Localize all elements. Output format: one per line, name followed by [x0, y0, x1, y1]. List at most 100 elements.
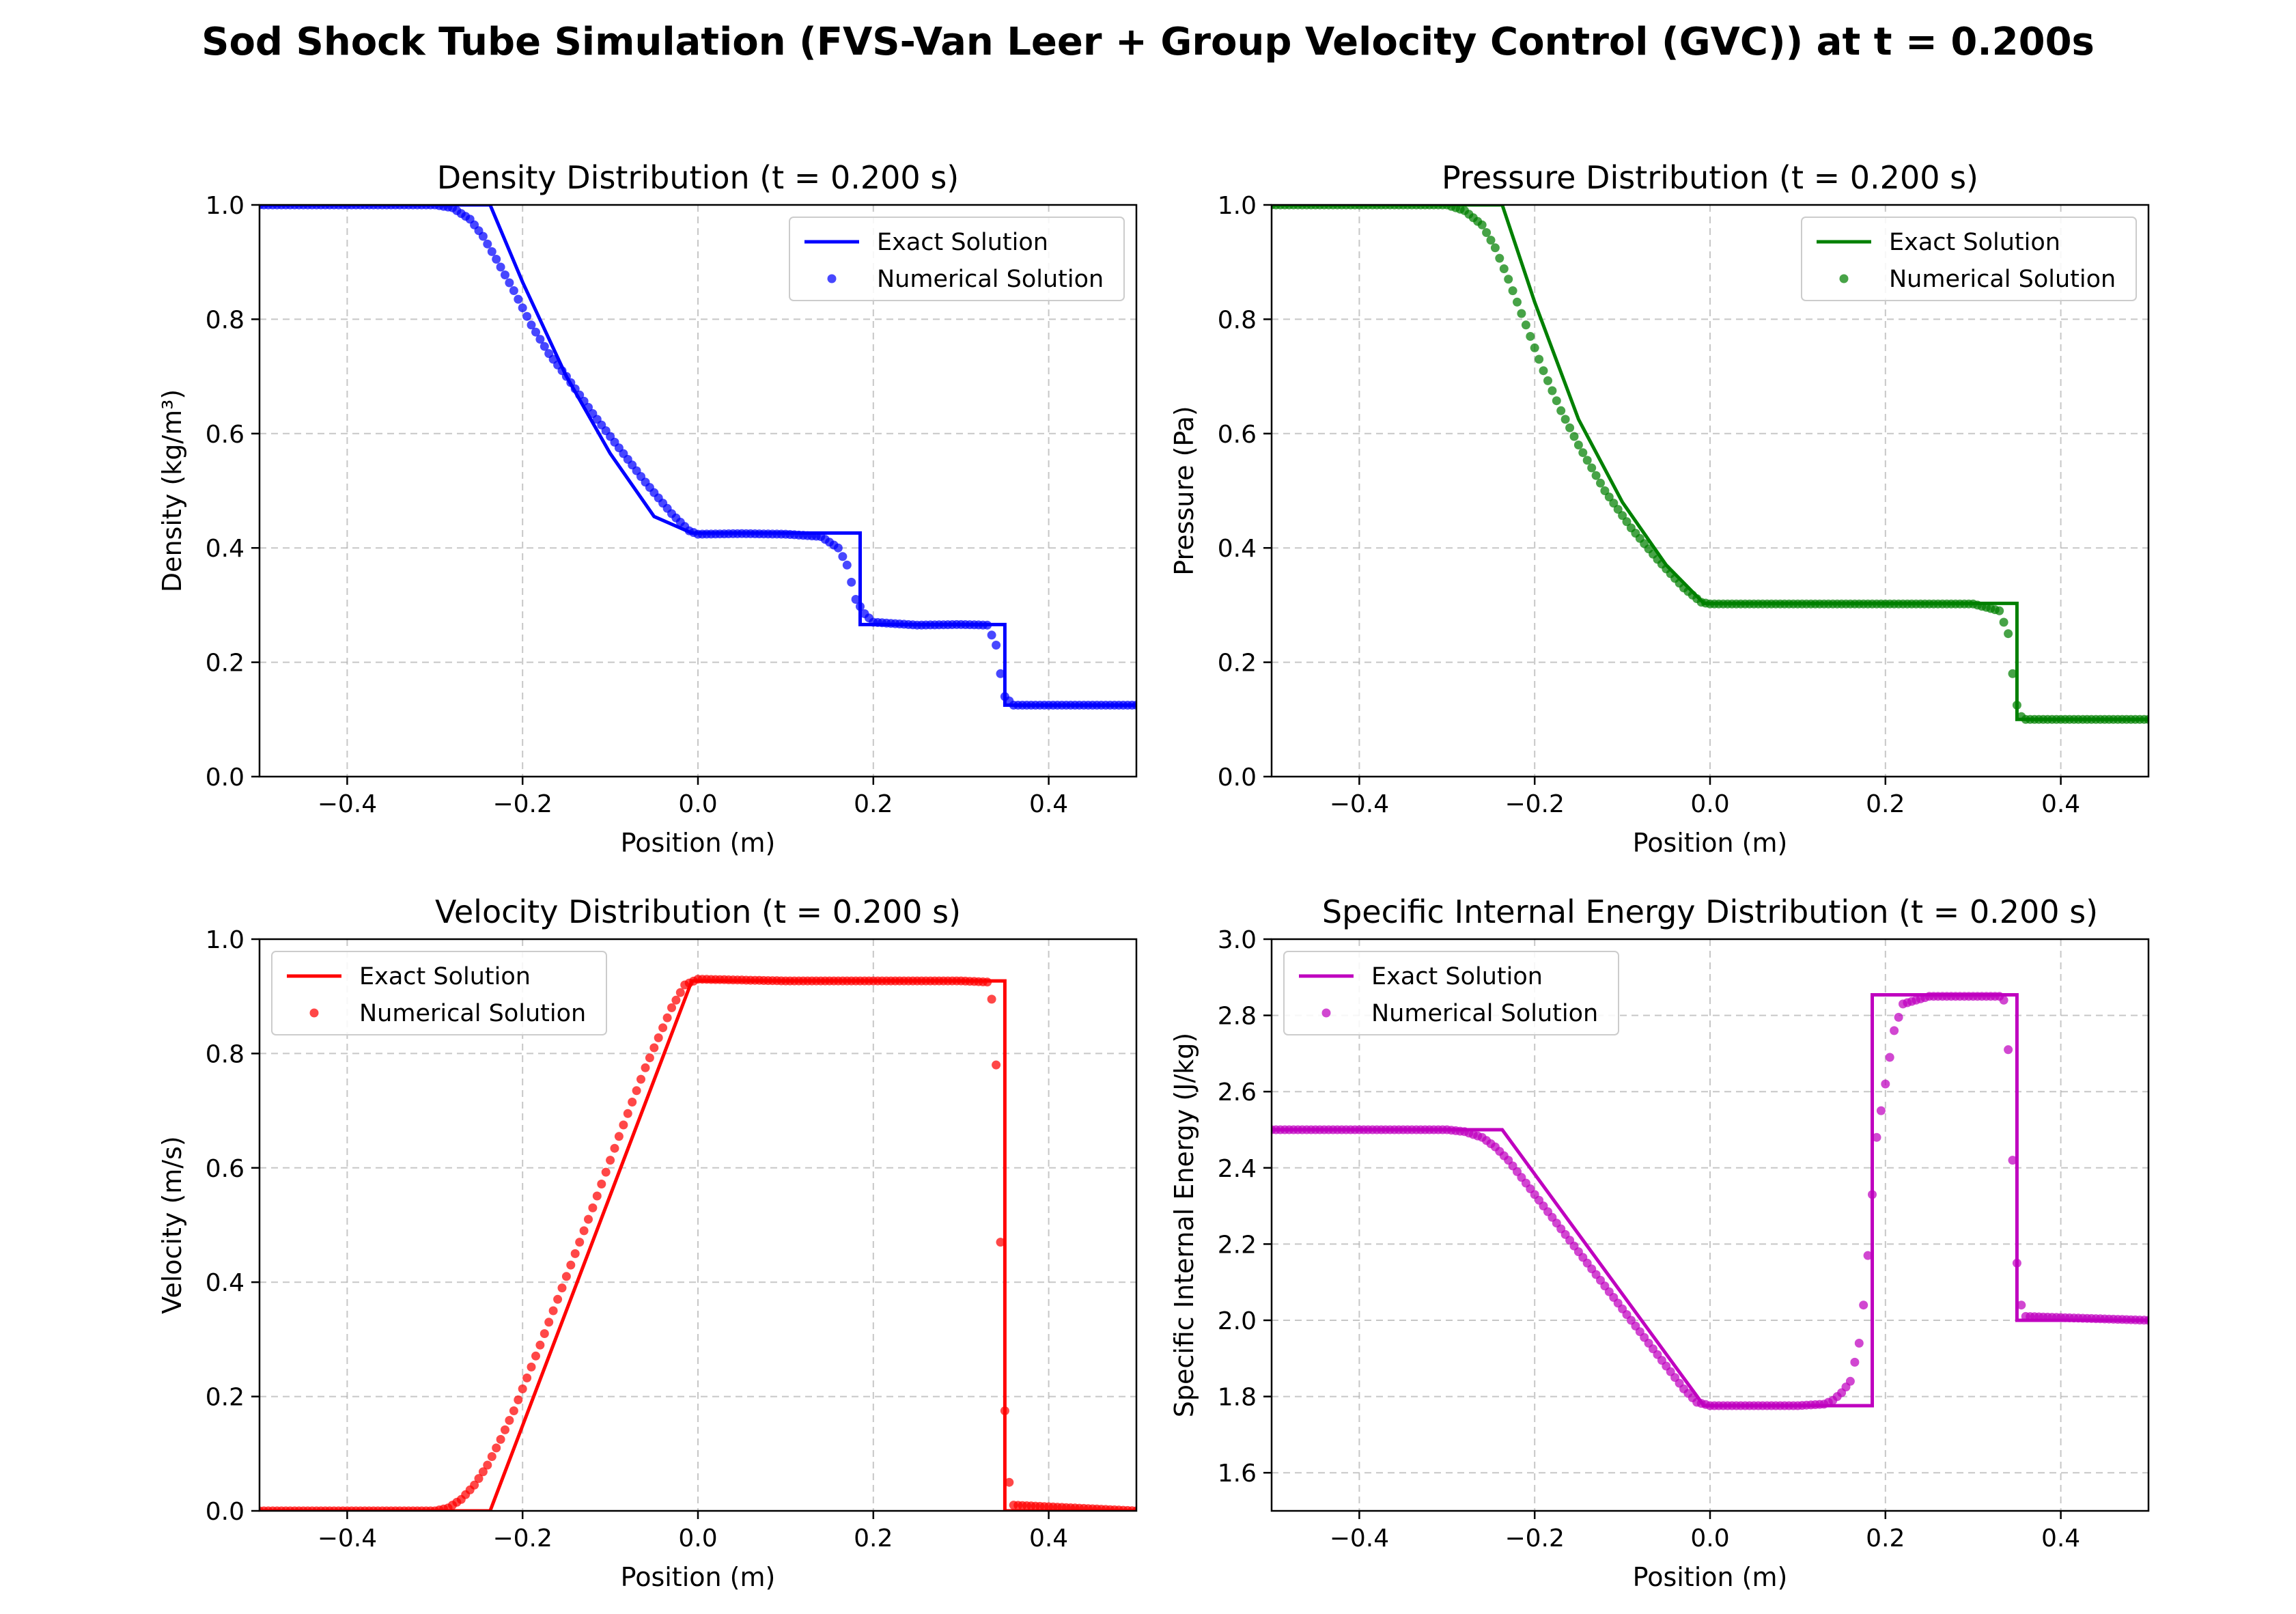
numerical-solution-point	[501, 270, 509, 279]
y-tick-label: 1.8	[1218, 1384, 1257, 1412]
x-tick-label: −0.4	[1330, 1525, 1389, 1553]
numerical-solution-point	[1995, 606, 2004, 615]
numerical-solution-point	[1868, 1190, 1877, 1199]
numerical-solution-point	[492, 255, 501, 264]
subplot-title: Specific Internal Energy Distribution (t…	[1322, 893, 2098, 930]
numerical-solution-point	[570, 384, 580, 393]
numerical-solution-point	[842, 560, 852, 570]
numerical-solution-point	[601, 1167, 611, 1177]
numerical-solution-point	[636, 1074, 645, 1084]
numerical-solution-point	[483, 239, 492, 249]
numerical-solution-point	[509, 1406, 518, 1415]
x-tick-label: 0.2	[854, 1525, 893, 1553]
figure-title: Sod Shock Tube Simulation (FVS-Van Leer …	[201, 20, 2095, 64]
exact-solution-line	[260, 205, 1136, 707]
numerical-solution-point	[1005, 1477, 1014, 1487]
numerical-solution-point	[1521, 320, 1530, 330]
x-tick-label: −0.4	[318, 1525, 377, 1553]
y-tick-label: 2.0	[1218, 1307, 1257, 1335]
numerical-solution-point	[1508, 286, 1517, 296]
numerical-solution-point	[833, 543, 843, 553]
numerical-solution-point	[992, 1060, 1001, 1070]
numerical-solution-point	[1587, 463, 1597, 473]
numerical-solution-point	[584, 1214, 593, 1224]
numerical-solution-point	[1477, 220, 1487, 229]
numerical-solution-point	[514, 1395, 523, 1404]
plot-area-energy	[1272, 992, 2148, 1410]
numerical-solution-point	[1569, 432, 1579, 441]
numerical-solution-point	[1565, 423, 1575, 432]
y-tick-label: 1.6	[1218, 1460, 1257, 1488]
numerical-solution-point	[492, 1443, 501, 1453]
x-tick-label: −0.4	[318, 790, 377, 818]
numerical-solution-point	[996, 1238, 1005, 1247]
numerical-solution-point	[2008, 1156, 2017, 1165]
numerical-solution-point	[632, 1086, 641, 1096]
subplot-energy: −0.4 −0.2 0.0 0.2 0.4 1.6 1.8 2.0 2.2 2.4 2.6 2.8 3.…	[1169, 893, 2150, 1592]
numerical-solution-point	[662, 1013, 672, 1022]
numerical-solution-point	[987, 630, 996, 640]
numerical-solution-point	[470, 1480, 479, 1490]
numerical-solution-point	[1560, 415, 1570, 424]
numerical-solution-point	[575, 390, 585, 400]
y-tick-label: 0.2	[1218, 650, 1257, 678]
exact-solution-line	[1272, 205, 2148, 721]
x-tick-label: 0.2	[1866, 1525, 1905, 1553]
y-tick-label: 0.4	[206, 1269, 244, 1297]
numerical-solution-point	[518, 1384, 527, 1393]
legend-box	[789, 217, 1125, 301]
numerical-solution-point	[1872, 1132, 1881, 1142]
numerical-solution-point	[509, 286, 518, 295]
numerical-solution-point	[1582, 456, 1592, 465]
numerical-solution-point	[1543, 376, 1552, 385]
numerical-solution-point	[2004, 1045, 2013, 1055]
x-tick-label: −0.2	[1504, 1525, 1564, 1553]
numerical-solution-point	[983, 620, 992, 630]
y-tick-label: 0.0	[206, 1498, 244, 1526]
numerical-solution-point	[2008, 669, 2017, 678]
numerical-solution-point	[531, 327, 540, 337]
plot-area-pressure	[1272, 205, 2148, 724]
numerical-solution-point	[1600, 486, 1610, 495]
subplot-velocity: −0.4 −0.2 0.0 0.2 0.4 0.0 0.2 0.4 0.6 0.8 1.0 Veloc…	[157, 893, 1138, 1592]
numerical-solution-point	[1552, 396, 1561, 406]
numerical-solution-point	[522, 311, 532, 321]
x-tick-label: 0.4	[2041, 1525, 2080, 1553]
numerical-solution-point	[1000, 1406, 1009, 1415]
numerical-solution-point	[540, 1329, 549, 1338]
y-axis-label: Velocity (m/s)	[157, 1136, 187, 1313]
y-tick-label: 0.0	[206, 764, 244, 792]
subplots: −0.4 −0.2 0.0 0.2 0.4 0.0 0.2 0.4 0.6 0.8 1.0 Densi…	[157, 159, 2150, 1592]
y-tick-label: 2.2	[1218, 1231, 1257, 1259]
numerical-solution-point	[847, 577, 856, 587]
numerical-solution-point	[1517, 309, 1526, 318]
numerical-solution-point	[505, 278, 514, 288]
numerical-solution-point	[575, 1238, 585, 1247]
numerical-solution-point	[478, 1467, 488, 1477]
legend-box	[271, 951, 607, 1035]
subplot-pressure: −0.4 −0.2 0.0 0.2 0.4 0.0 0.2 0.4 0.6 0.8 1.0 Press…	[1169, 159, 2150, 858]
numerical-solution-point	[983, 977, 992, 987]
numerical-solution-point	[566, 378, 576, 387]
numerical-solution-point	[514, 294, 523, 304]
numerical-solution-point	[1535, 354, 1544, 364]
x-tick-label: −0.2	[1504, 790, 1564, 818]
numerical-solution-point	[675, 988, 685, 997]
numerical-solution-point	[478, 232, 488, 241]
legend: Exact Solution Numerical Solution	[789, 217, 1125, 301]
x-tick-label: 0.2	[1866, 790, 1905, 818]
numerical-solution-point	[619, 1120, 628, 1130]
numerical-solution-point	[1556, 406, 1566, 415]
numerical-solution-point	[557, 1283, 567, 1293]
numerical-solution-point	[1486, 236, 1496, 245]
x-tick-label: 0.0	[1690, 1525, 1729, 1553]
legend: Exact Solution Numerical Solution	[1801, 217, 2137, 301]
numerical-solution-point	[654, 1033, 663, 1042]
numerical-solution-point	[505, 1416, 514, 1425]
numerical-solution-point	[996, 669, 1005, 678]
y-tick-label: 1.0	[206, 926, 244, 954]
legend: Exact Solution Numerical Solution	[271, 951, 607, 1035]
numerical-solution-point	[496, 262, 505, 272]
numerical-solution-point	[579, 396, 589, 406]
